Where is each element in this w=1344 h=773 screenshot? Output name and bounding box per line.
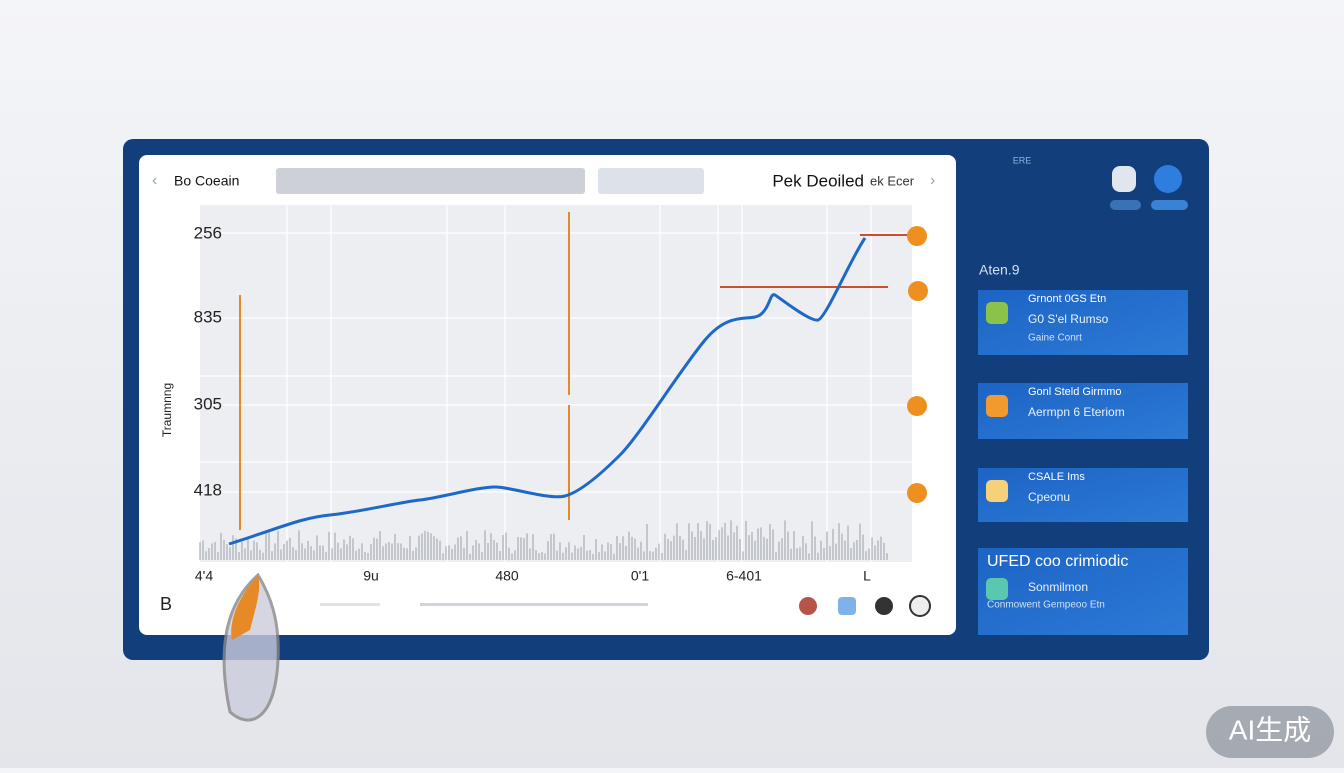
y-label: 256 xyxy=(194,223,222,242)
card-line: Sonmilmon xyxy=(1028,580,1088,594)
card-sub: Gaine Conrt xyxy=(1028,333,1082,344)
scrollbar[interactable] xyxy=(320,603,380,606)
dots xyxy=(907,226,928,503)
markers xyxy=(239,212,912,530)
info-card[interactable] xyxy=(978,290,1188,355)
card-title: Gonl Steld Girmmo xyxy=(1028,386,1122,398)
noise-bars xyxy=(199,520,888,560)
card-icon xyxy=(986,395,1008,417)
card-title: CSALE Ims xyxy=(1028,471,1085,483)
info-card[interactable] xyxy=(978,468,1188,522)
plot-area xyxy=(200,205,912,562)
sidebar-top-label: ERE xyxy=(1013,155,1032,165)
footer-label: B xyxy=(160,594,172,614)
watermark: AI生成 xyxy=(1229,714,1311,745)
profile-icon[interactable] xyxy=(1154,165,1182,193)
cursor-pin-tip xyxy=(231,575,260,640)
card-title: UFED coo crimiodic xyxy=(987,553,1128,570)
y-axis-title: Traumnng xyxy=(160,383,174,437)
card-line: Cpeonu xyxy=(1028,490,1070,504)
panel-title: Bo Coeain xyxy=(174,173,239,189)
watermark-badge xyxy=(1206,706,1334,758)
toggle-icon[interactable] xyxy=(1112,166,1136,192)
x-label: L xyxy=(863,568,871,584)
search-bar[interactable] xyxy=(276,168,585,194)
y-labels: 256 835 305 418 xyxy=(194,223,222,499)
scrollbar-thumb[interactable] xyxy=(420,603,648,606)
forward-icon[interactable]: › xyxy=(930,172,935,189)
panel-right-title: Pek Deoiled xyxy=(772,171,864,190)
card-icon xyxy=(986,302,1008,324)
card-icon xyxy=(986,480,1008,502)
toolbar-icons[interactable] xyxy=(799,595,931,617)
x-label: 480 xyxy=(495,568,519,584)
x-label: 0'1 xyxy=(631,568,649,584)
x-labels: 4'4 9u 480 0'1 6-401 L xyxy=(195,568,871,584)
filter-button[interactable] xyxy=(598,168,704,194)
card-line: G0 S'el Rumso xyxy=(1028,312,1109,326)
grid xyxy=(200,205,912,562)
y-label: 835 xyxy=(194,307,222,326)
x-label: 6-401 xyxy=(726,568,762,584)
pill[interactable] xyxy=(1110,200,1141,210)
pill[interactable] xyxy=(1151,200,1188,210)
card-sub: Conmowent Gempeoo Etn xyxy=(987,600,1105,611)
panel-right-tag: ek Ecer xyxy=(870,173,915,188)
x-label: 9u xyxy=(363,568,379,584)
info-card[interactable] xyxy=(978,383,1188,439)
y-label: 305 xyxy=(194,394,222,413)
back-icon[interactable]: ‹ xyxy=(152,172,157,189)
x-label: 4'4 xyxy=(195,568,213,584)
y-label: 418 xyxy=(194,480,222,499)
card-line: Aermpn 6 Eteriom xyxy=(1028,405,1125,419)
card-title: Grnont 0GS Etn xyxy=(1028,293,1106,305)
info-card[interactable] xyxy=(978,548,1188,635)
card-icon xyxy=(986,578,1008,600)
trend-line xyxy=(228,237,867,546)
sidebar-heading: Aten.9 xyxy=(979,262,1020,278)
